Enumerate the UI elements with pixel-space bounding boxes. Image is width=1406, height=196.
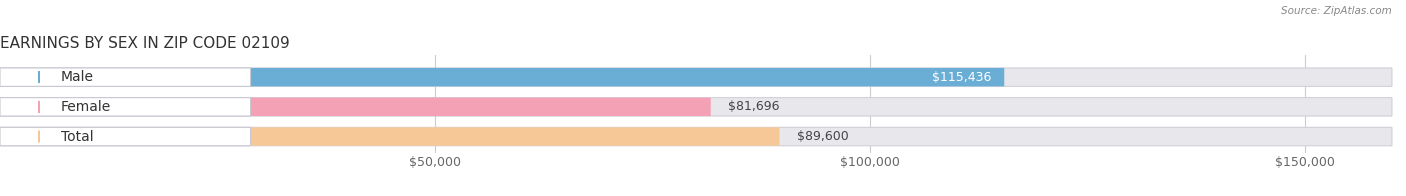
Text: $115,436: $115,436 (932, 71, 991, 84)
Text: EARNINGS BY SEX IN ZIP CODE 02109: EARNINGS BY SEX IN ZIP CODE 02109 (0, 36, 290, 51)
FancyBboxPatch shape (0, 98, 1392, 116)
FancyBboxPatch shape (0, 127, 1392, 146)
Text: Total: Total (60, 130, 93, 143)
Text: $89,600: $89,600 (797, 130, 849, 143)
FancyBboxPatch shape (0, 98, 250, 116)
Text: Male: Male (60, 70, 94, 84)
FancyBboxPatch shape (0, 68, 1392, 86)
FancyBboxPatch shape (0, 127, 250, 146)
FancyBboxPatch shape (0, 98, 710, 116)
Text: Source: ZipAtlas.com: Source: ZipAtlas.com (1281, 6, 1392, 16)
FancyBboxPatch shape (0, 68, 1004, 86)
FancyBboxPatch shape (0, 68, 250, 86)
FancyBboxPatch shape (0, 127, 779, 146)
Text: $81,696: $81,696 (728, 100, 779, 113)
Text: Female: Female (60, 100, 111, 114)
